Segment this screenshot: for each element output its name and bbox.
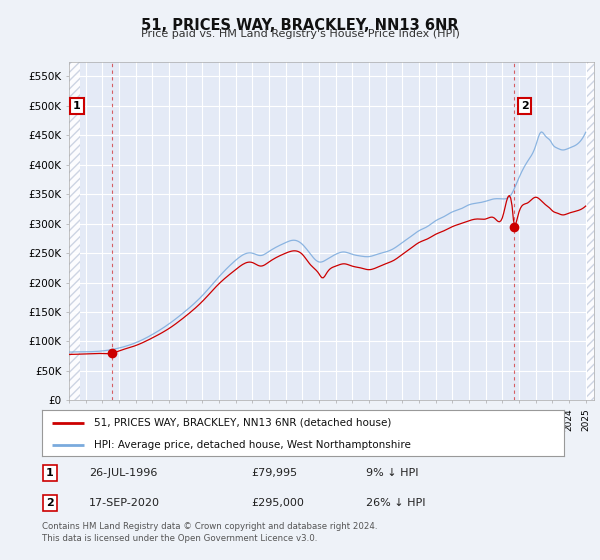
Bar	[69, 62, 80, 400]
Text: 17-SEP-2020: 17-SEP-2020	[89, 498, 160, 508]
Text: 1: 1	[73, 101, 81, 111]
Text: £295,000: £295,000	[251, 498, 304, 508]
Text: 26% ↓ HPI: 26% ↓ HPI	[365, 498, 425, 508]
Text: Price paid vs. HM Land Registry's House Price Index (HPI): Price paid vs. HM Land Registry's House …	[140, 29, 460, 39]
Text: 51, PRICES WAY, BRACKLEY, NN13 6NR: 51, PRICES WAY, BRACKLEY, NN13 6NR	[141, 18, 459, 33]
Text: Contains HM Land Registry data © Crown copyright and database right 2024.
This d: Contains HM Land Registry data © Crown c…	[42, 522, 377, 543]
Bar	[587, 62, 600, 400]
Text: £79,995: £79,995	[251, 468, 297, 478]
Text: 26-JUL-1996: 26-JUL-1996	[89, 468, 157, 478]
Text: 9% ↓ HPI: 9% ↓ HPI	[365, 468, 418, 478]
Text: 2: 2	[46, 498, 54, 508]
Text: HPI: Average price, detached house, West Northamptonshire: HPI: Average price, detached house, West…	[94, 440, 411, 450]
Text: 51, PRICES WAY, BRACKLEY, NN13 6NR (detached house): 51, PRICES WAY, BRACKLEY, NN13 6NR (deta…	[94, 418, 392, 428]
Text: 2: 2	[521, 101, 529, 111]
Text: 1: 1	[46, 468, 54, 478]
